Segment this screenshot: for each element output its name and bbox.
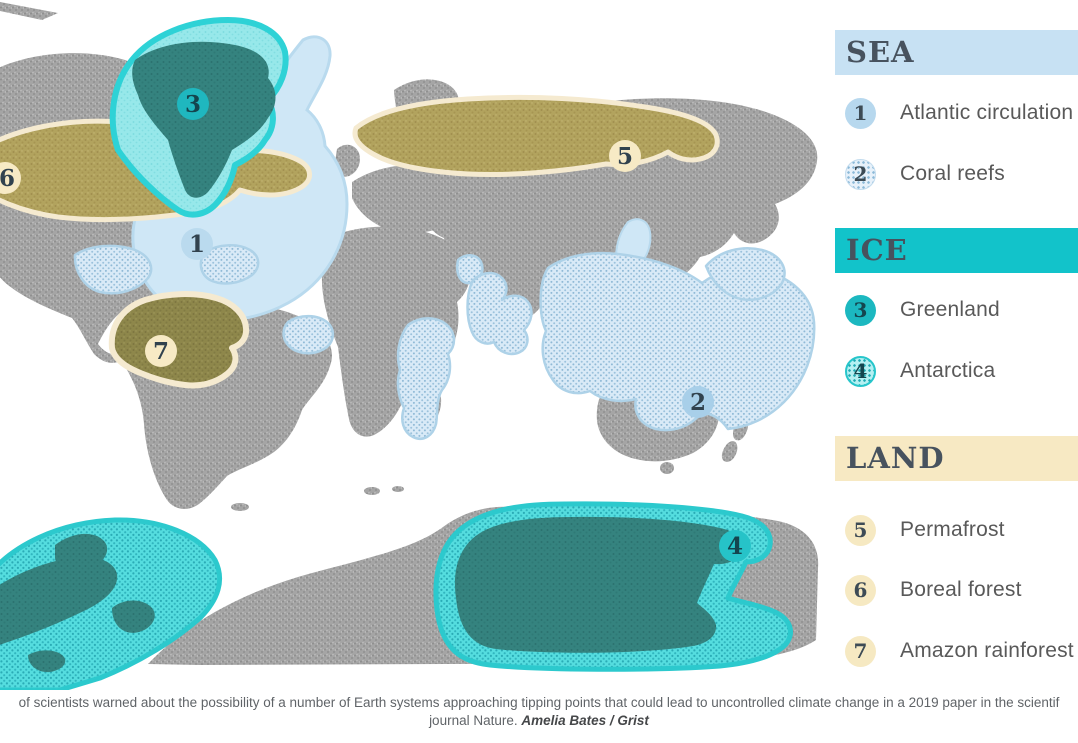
legend-badge-1: 1 (845, 97, 876, 129)
coral-india (466, 271, 533, 356)
legend-item-permafrost: 5 Permafrost (845, 514, 1078, 546)
antarctica-west-islet (28, 650, 66, 673)
coral-caribbean (73, 244, 153, 295)
region-antarctica-east (433, 501, 793, 672)
coral-east-africa (396, 317, 456, 441)
legend-badge-5: 5 (845, 514, 876, 546)
caption-line-1: of scientists warned about the possibili… (18, 695, 1060, 710)
legend-item-amazon-rainforest: 7 Amazon rainforest (845, 635, 1078, 667)
legend-badge-4: 4 (845, 355, 876, 387)
map-badge-7: 7 (145, 335, 177, 367)
legend-item-atlantic-circulation: 1 Atlantic circulation (845, 97, 1078, 129)
legend-badge-7: 7 (845, 635, 876, 667)
legend-label-permafrost: Permafrost (900, 518, 1005, 541)
legend-header-land-title: LAND (846, 441, 945, 475)
arctic-sliver (0, 2, 58, 20)
legend-item-boreal-forest: 6 Boreal forest (845, 574, 1078, 606)
island-new-zealand-south (721, 441, 738, 462)
world-map-svg: 1 2 3 4 5 6 7 (0, 2, 819, 693)
caption-line-2: journal Nature. Amelia Bates / Grist (0, 712, 1078, 730)
map-badge-2: 2 (682, 386, 714, 418)
antarctica-west-island (112, 600, 155, 633)
map-badge-1: 1 (181, 228, 213, 260)
world-map: 1 2 3 4 5 6 7 (0, 2, 819, 693)
map-badge-2-num: 2 (690, 389, 706, 416)
legend-header-sea-title: SEA (846, 35, 915, 69)
map-badge-1-num: 1 (189, 231, 205, 258)
legend-header-ice-title: ICE (846, 233, 908, 267)
caption-line-2-text: journal Nature. (429, 713, 522, 728)
map-badges: 1 2 3 4 5 6 7 (0, 88, 751, 562)
legend-header-sea: SEA (835, 30, 1078, 75)
greenland-icesheet (132, 41, 276, 198)
continent-africa (321, 226, 470, 437)
antarctic-island-2 (364, 487, 380, 495)
legend-label-coral-reefs: Coral reefs (900, 162, 1005, 185)
map-badge-6-num: 6 (0, 165, 15, 192)
antarctic-island-1 (231, 503, 249, 511)
coral-gulf-of-guinea (282, 314, 335, 355)
legend-badge-3: 3 (845, 294, 876, 326)
legend-item-greenland: 3 Greenland (845, 294, 1078, 326)
legend-item-antarctica: 4 Antarctica (845, 355, 1078, 387)
map-badge-3: 3 (177, 88, 209, 120)
legend-header-ice: ICE (835, 228, 1078, 273)
figure-caption: of scientists warned about the possibili… (0, 694, 1078, 730)
map-badge-4: 4 (719, 530, 751, 562)
map-badge-6: 6 (0, 162, 21, 194)
antarctica-east-land (454, 516, 743, 653)
legend-badge-2: 2 (845, 158, 876, 190)
map-badge-4-num: 4 (727, 533, 743, 560)
map-badge-5: 5 (609, 140, 641, 172)
caption-credit: Amelia Bates / Grist (521, 713, 649, 728)
coral-japan (704, 247, 786, 301)
map-badge-3-num: 3 (185, 91, 201, 118)
legend-badge-6: 6 (845, 574, 876, 606)
antarctic-island-3 (392, 486, 404, 492)
legend-label-greenland: Greenland (900, 298, 1000, 321)
map-badge-7-num: 7 (153, 338, 169, 365)
region-antarctica-west (0, 517, 223, 693)
legend-label-antarctica: Antarctica (900, 359, 996, 382)
legend-label-boreal-forest: Boreal forest (900, 578, 1022, 601)
region-amazon-rainforest (108, 291, 250, 389)
legend-panel: SEA 1 Atlantic circulation 2 Coral reefs… (833, 0, 1078, 743)
legend-label-atlantic-circulation: Atlantic circulation (900, 101, 1074, 124)
legend-item-coral-reefs: 2 Coral reefs (845, 158, 1078, 190)
island-tasmania (660, 462, 674, 474)
legend-label-amazon-rainforest: Amazon rainforest (900, 639, 1074, 662)
map-badge-5-num: 5 (617, 143, 633, 170)
antarctica-west-land (0, 556, 118, 645)
legend-header-land: LAND (835, 436, 1078, 481)
coral-mid-atlantic (199, 244, 260, 285)
